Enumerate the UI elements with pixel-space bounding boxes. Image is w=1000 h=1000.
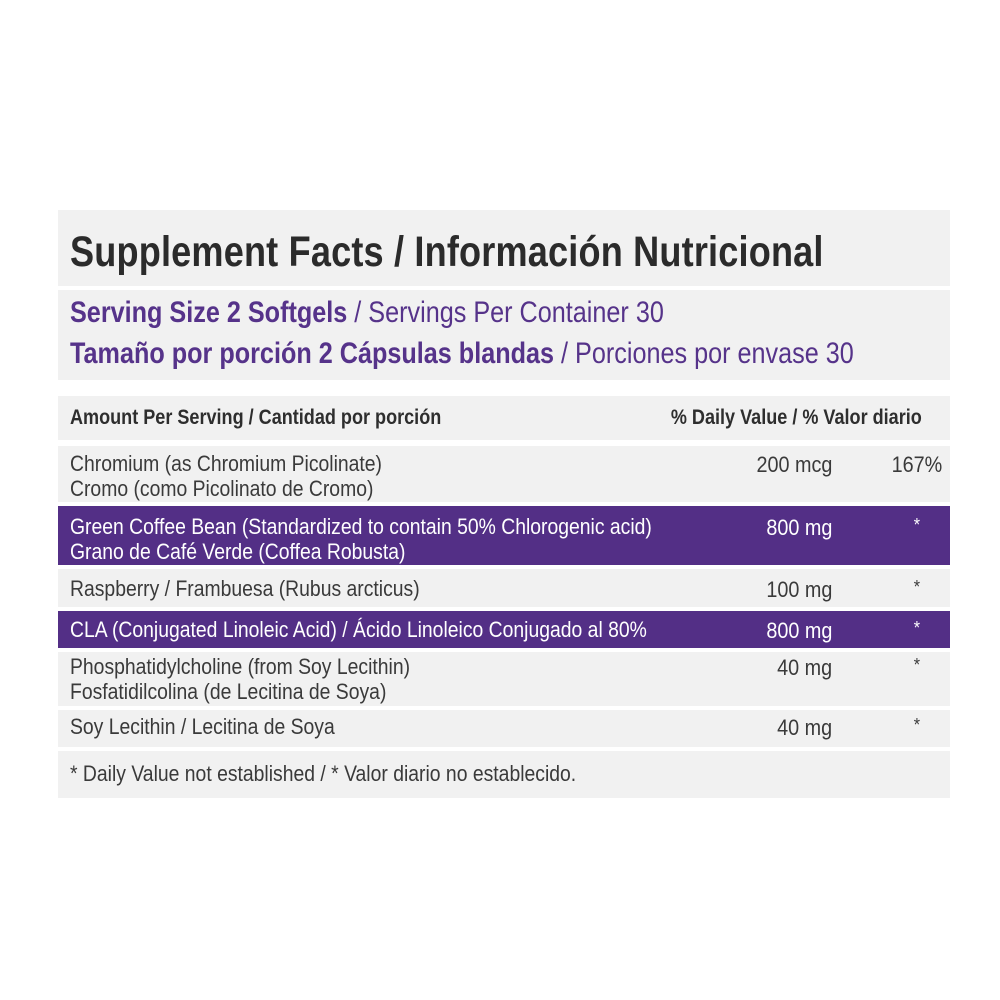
serving-size-line: Serving Size 2 Softgels / Servings Per C… (70, 296, 664, 330)
footnote-band: * Daily Value not established / * Valor … (58, 751, 950, 798)
serving-size-line-es: Tamaño por porción 2 Cápsulas blandas / … (70, 337, 854, 371)
ingredient-name-es: Grano de Café Verde (Coffea Robusta) (70, 539, 406, 564)
ingredient-amount: 200 mcg (756, 452, 832, 477)
table-row: Soy Lecithin / Lecitina de Soya 40 mg * (58, 710, 950, 747)
table-row: Green Coffee Bean (Standardized to conta… (58, 506, 950, 565)
serving-size-bold: Serving Size 2 Softgels (70, 296, 348, 329)
ingredient-daily-value: * (913, 618, 920, 638)
ingredient-daily-value: * (913, 577, 920, 597)
ingredient-amount: 100 mg (765, 577, 832, 602)
header-daily-value: % Daily Value / % Valor diario (671, 406, 922, 429)
ingredient-name: Chromium (as Chromium Picolinate) (70, 451, 383, 476)
ingredient-amount: 40 mg (776, 715, 832, 740)
ingredient-name-es: Fosfatidilcolina (de Lecitina de Soya) (70, 679, 387, 704)
ingredient-daily-value: * (913, 515, 920, 535)
servings-per-container: / Servings Per Container 30 (347, 296, 664, 329)
table-row: CLA (Conjugated Linoleic Acid) / Ácido L… (58, 611, 950, 648)
footnote: * Daily Value not established / * Valor … (70, 761, 577, 786)
label-title: Supplement Facts / Información Nutricion… (70, 228, 824, 276)
ingredient-name: Raspberry / Frambuesa (Rubus arcticus) (70, 576, 420, 601)
servings-per-container-es: / Porciones por envase 30 (554, 337, 854, 370)
serving-info: Serving Size 2 Softgels / Servings Per C… (58, 290, 950, 380)
table-row: Phosphatidylcholine (from Soy Lecithin) … (58, 652, 950, 706)
ingredient-name: Phosphatidylcholine (from Soy Lecithin) (70, 654, 411, 679)
title-band: Supplement Facts / Información Nutricion… (58, 210, 950, 286)
ingredient-name: CLA (Conjugated Linoleic Acid) / Ácido L… (70, 617, 647, 642)
header-amount-per-serving: Amount Per Serving / Cantidad por porció… (70, 406, 442, 429)
ingredient-name: Soy Lecithin / Lecitina de Soya (70, 714, 335, 739)
table-row: Chromium (as Chromium Picolinate) Cromo … (58, 446, 950, 502)
table-header: Amount Per Serving / Cantidad por porció… (58, 396, 950, 440)
ingredient-daily-value: * (913, 655, 920, 675)
ingredient-amount: 800 mg (765, 515, 832, 540)
table-row: Raspberry / Frambuesa (Rubus arcticus) 1… (58, 569, 950, 607)
serving-size-bold-es: Tamaño por porción 2 Cápsulas blandas (70, 337, 555, 370)
ingredient-name: Green Coffee Bean (Standardized to conta… (70, 514, 652, 539)
ingredient-daily-value: 167% (891, 452, 942, 477)
ingredient-name-es: Cromo (como Picolinato de Cromo) (70, 476, 374, 501)
ingredient-daily-value: * (913, 715, 920, 735)
ingredient-amount: 800 mg (765, 618, 832, 643)
ingredient-amount: 40 mg (776, 655, 832, 680)
